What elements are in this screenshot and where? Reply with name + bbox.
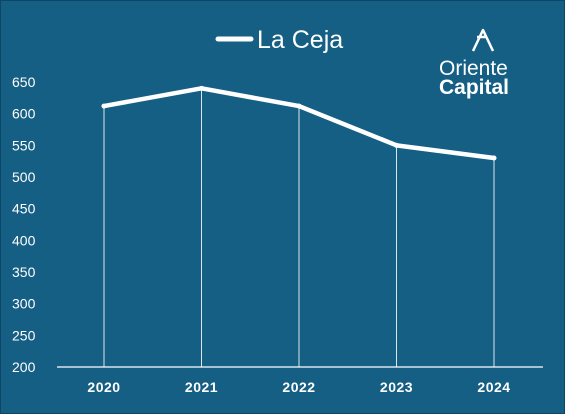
y-tick-label: 650 [12, 74, 36, 90]
x-tick-label: 2020 [87, 379, 120, 395]
y-tick-label: 200 [12, 359, 36, 375]
data-point [394, 142, 399, 148]
x-tick-label: 2024 [477, 379, 510, 395]
y-tick-label: 400 [12, 232, 36, 248]
x-axis: 2020 2021 2022 2023 2024 [87, 379, 510, 395]
data-point [296, 103, 302, 109]
data-point [491, 155, 497, 161]
logo-line1: Oriente [439, 57, 508, 80]
legend: La Ceja [215, 26, 343, 54]
data-point [199, 85, 204, 91]
y-axis: 200 250 300 350 400 450 500 550 600 650 [12, 74, 36, 375]
y-tick-label: 450 [12, 201, 36, 217]
x-tick-label: 2022 [282, 379, 315, 395]
logo-line2: Capital [439, 76, 509, 99]
drop-lines [103, 88, 495, 367]
y-tick-label: 350 [12, 264, 36, 280]
x-tick-label: 2021 [185, 379, 218, 395]
y-tick-label: 250 [12, 327, 36, 343]
series-la-ceja [101, 85, 497, 161]
y-tick-label: 600 [12, 106, 36, 122]
y-tick-label: 550 [12, 137, 36, 153]
y-tick-label: 300 [12, 296, 36, 312]
oriente-capital-logo: Oriente Capital [439, 28, 509, 99]
y-tick-label: 500 [12, 169, 36, 185]
x-tick-label: 2023 [380, 379, 413, 395]
legend-label: La Ceja [257, 26, 343, 54]
logo-mark-icon [471, 28, 495, 52]
data-point [101, 103, 107, 109]
